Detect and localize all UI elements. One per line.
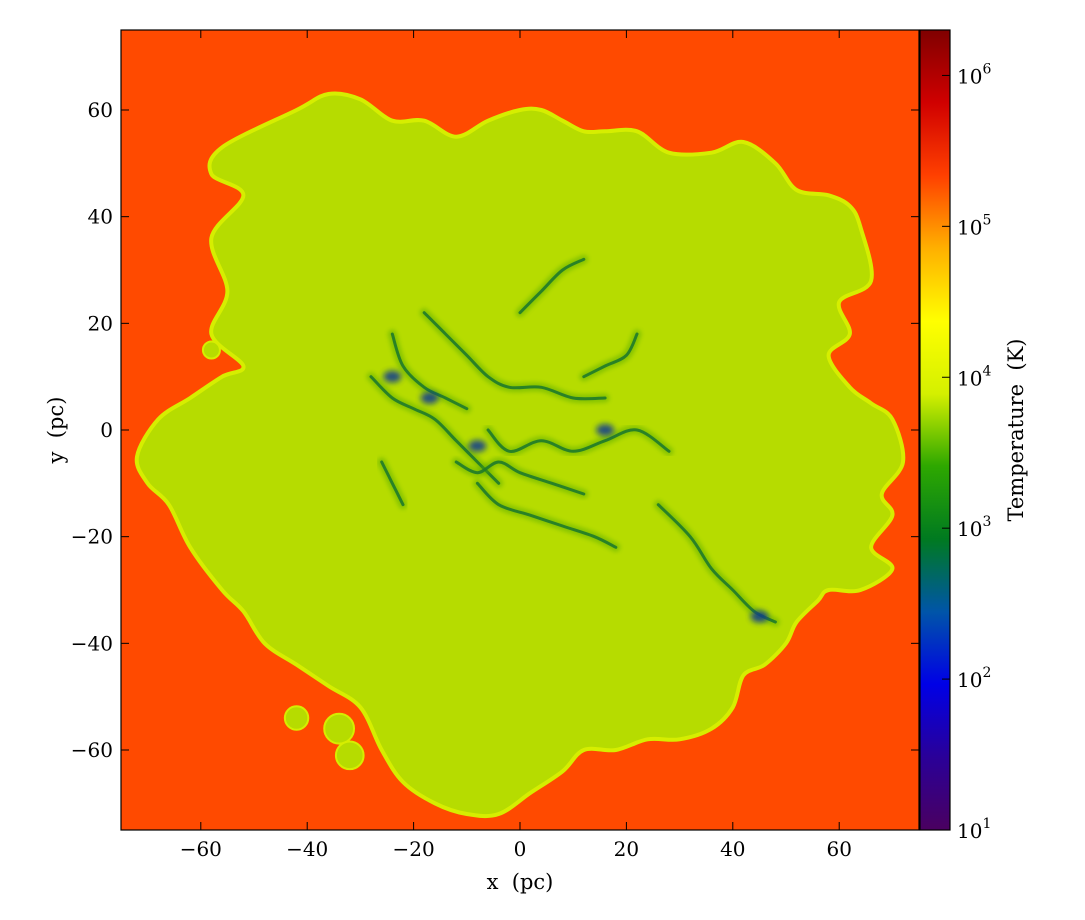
colorbar-tick-label: 104	[957, 363, 991, 390]
y-tick-label: 0	[100, 418, 113, 442]
y-tick-label: −40	[71, 631, 113, 655]
x-tick-label: −20	[392, 837, 434, 861]
cold-core	[383, 370, 402, 383]
colorbar-tick-label: 101	[957, 816, 991, 843]
colorbar-gradient	[920, 30, 950, 830]
cold-cores	[383, 370, 769, 623]
filament	[454, 460, 586, 496]
cloud-region	[134, 91, 906, 819]
cold-core	[468, 440, 487, 452]
cloud-island	[323, 712, 356, 745]
y-tick-label: −60	[71, 738, 113, 762]
cold-core	[420, 392, 439, 404]
x-axis-label: x (pc)	[487, 870, 554, 894]
colorbar-tick-label: 102	[957, 665, 991, 692]
cloud-island	[334, 740, 365, 771]
cloud-island	[283, 705, 310, 731]
colorbar-tick-label: 103	[957, 514, 991, 541]
cloud-outline	[134, 91, 906, 819]
x-tick-label: 0	[514, 837, 527, 861]
filament	[390, 332, 469, 411]
filament	[486, 428, 671, 453]
colorbar-label: Temperature (K)	[1004, 338, 1028, 521]
x-tick-label: 40	[720, 837, 745, 861]
y-tick-label: −20	[71, 525, 113, 549]
filament	[582, 332, 639, 379]
x-tick-label: −40	[286, 837, 328, 861]
colorbar: 101 102 103 104 105 106 Temperature (K)	[919, 29, 1028, 843]
colorbar-ticks: 101 102 103 104 105 106	[942, 61, 991, 843]
x-axis-ticks: −60 −40 −20 0 20 40 60	[180, 30, 852, 861]
x-tick-label: 20	[614, 837, 639, 861]
colorbar-tick-label: 106	[957, 61, 991, 88]
y-axis-label: y (pc)	[44, 397, 68, 465]
filament	[380, 460, 405, 507]
y-tick-label: 20	[88, 311, 113, 335]
filament	[422, 311, 607, 401]
x-tick-label: 60	[826, 837, 851, 861]
x-tick-label: −60	[180, 837, 222, 861]
y-tick-label: 60	[88, 98, 113, 122]
y-tick-label: 40	[88, 205, 113, 229]
colorbar-tick-label: 105	[957, 212, 991, 239]
filament	[475, 481, 618, 549]
cold-core	[750, 610, 769, 623]
filament	[518, 257, 586, 315]
y-axis-ticks: 60 40 20 0 −20 −40 −60	[71, 98, 919, 762]
plot-area	[121, 30, 919, 830]
cloud-island	[201, 340, 221, 360]
colorbar-frame	[919, 29, 951, 831]
cold-core	[596, 424, 615, 436]
filament	[369, 375, 501, 485]
